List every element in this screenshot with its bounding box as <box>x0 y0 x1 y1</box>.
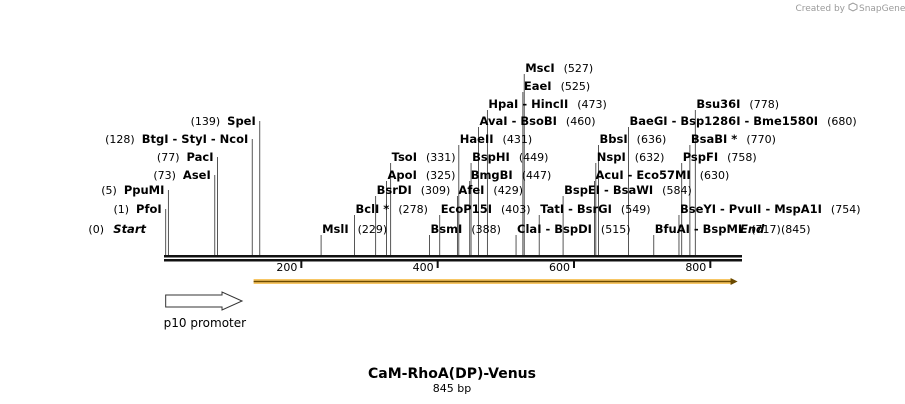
site-position: (431) <box>503 133 533 146</box>
site-name: BclI * <box>356 202 390 216</box>
site-position: (309) <box>421 184 451 197</box>
snapgene-watermark: Created by SnapGene <box>795 2 905 14</box>
site-name: TatI - BsrGI <box>540 202 612 216</box>
site-position: (527) <box>564 62 594 75</box>
map-title: CaM-RhoA(DP)-Venus <box>368 366 536 382</box>
site-name: BfuAI - BspMI <box>655 222 742 236</box>
ruler-tick-label: 400 <box>413 261 434 274</box>
site-position: (680) <box>827 115 857 128</box>
end-label-start: Start <box>113 222 146 236</box>
site-name: BseYI - PvuII - MspA1I <box>680 202 822 216</box>
watermark-brand: SnapGene <box>859 4 905 14</box>
site-name: PspFI <box>683 150 718 164</box>
site-name: MscI <box>525 61 554 75</box>
site-name: EaeI <box>524 79 552 93</box>
site-name: ApoI <box>388 168 417 182</box>
site-position: (278) <box>398 203 428 216</box>
site-name: BtgI - StyI - NcoI <box>142 132 249 146</box>
ruler-tick-label: 800 <box>685 261 706 274</box>
watermark-created-by: Created by <box>795 4 845 14</box>
ruler-tick-label: 200 <box>276 261 297 274</box>
site-position: (229) <box>358 223 388 236</box>
site-name: AfeI <box>458 183 484 197</box>
ruler-tick-label: 600 <box>549 261 570 274</box>
site-position: (403) <box>501 203 531 216</box>
site-name: ClaI - BspDI <box>517 222 592 236</box>
site-position: (325) <box>426 169 456 182</box>
site-position: (447) <box>522 169 552 182</box>
site-name: BsaBI * <box>691 132 737 146</box>
site-name: AcuI - Eco57MI <box>595 168 690 182</box>
site-labels: Start (0) End (845) PfoI (1) PpuMI (5) AseI (73) P… <box>88 61 860 236</box>
site-name: BaeGI - Bsp1286I - Bme1580I <box>630 114 819 128</box>
site-position: (429) <box>493 184 523 197</box>
site-position: (73) <box>153 169 176 182</box>
site-name: HaeII <box>460 132 494 146</box>
site-name: TsoI <box>392 150 417 164</box>
leader-lines <box>165 74 696 255</box>
site-position: (449) <box>519 151 549 164</box>
site-position: (473) <box>577 98 607 111</box>
site-position: (1) <box>113 203 129 216</box>
features: p10 promoter <box>164 278 738 330</box>
backbone-bottom-strand <box>164 259 742 262</box>
site-name: NspI <box>597 150 626 164</box>
site-name: BsmI <box>430 222 462 236</box>
site-name: SpeI <box>227 114 256 128</box>
site-name: EcoP15I <box>441 202 492 216</box>
site-name: AvaI - BsoBI <box>480 114 557 128</box>
feature-label-p10-promoter: p10 promoter <box>164 316 246 330</box>
feature-p10-promoter-arrow <box>165 291 244 311</box>
site-position: (584) <box>662 184 692 197</box>
site-position: (128) <box>105 133 135 146</box>
site-position: (388) <box>471 223 501 236</box>
site-name: BspEI - BsaWI <box>564 183 653 197</box>
site-name: BspHI <box>472 150 510 164</box>
backbone-top-strand <box>164 255 742 258</box>
site-position: (758) <box>727 151 757 164</box>
site-position: (754) <box>831 203 861 216</box>
site-position: (717) <box>751 223 781 236</box>
site-position: (5) <box>101 184 117 197</box>
end-pos-end: (845) <box>781 223 811 236</box>
site-name: Bsu36I <box>696 97 740 111</box>
site-name: PfoI <box>136 202 162 216</box>
site-position: (77) <box>157 151 180 164</box>
site-position: (525) <box>561 80 591 93</box>
site-name: AseI <box>183 168 211 182</box>
site-position: (770) <box>746 133 776 146</box>
site-name: BmgBI <box>471 168 513 182</box>
ruler: 200 400 600 800 <box>276 261 712 274</box>
site-position: (460) <box>566 115 596 128</box>
site-name: BsrDI <box>377 183 412 197</box>
site-position: (139) <box>191 115 221 128</box>
snapgene-logo-icon <box>848 2 858 12</box>
backbone <box>164 255 742 262</box>
site-name: PacI <box>187 150 214 164</box>
site-position: (636) <box>637 133 667 146</box>
site-name: PpuMI <box>124 183 165 197</box>
site-position: (630) <box>700 169 730 182</box>
site-position: (549) <box>621 203 651 216</box>
end-pos-start: (0) <box>88 223 104 236</box>
site-position: (778) <box>749 98 779 111</box>
site-name: MslI <box>322 222 349 236</box>
site-name: BbsI <box>600 132 628 146</box>
site-position: (331) <box>426 151 456 164</box>
site-name: HpaI - HincII <box>488 97 568 111</box>
site-position: (515) <box>601 223 631 236</box>
site-position: (632) <box>635 151 665 164</box>
feature-cds-arrowhead <box>730 278 738 285</box>
end-label-end: End <box>740 222 765 236</box>
map-length: 845 bp <box>433 382 471 395</box>
